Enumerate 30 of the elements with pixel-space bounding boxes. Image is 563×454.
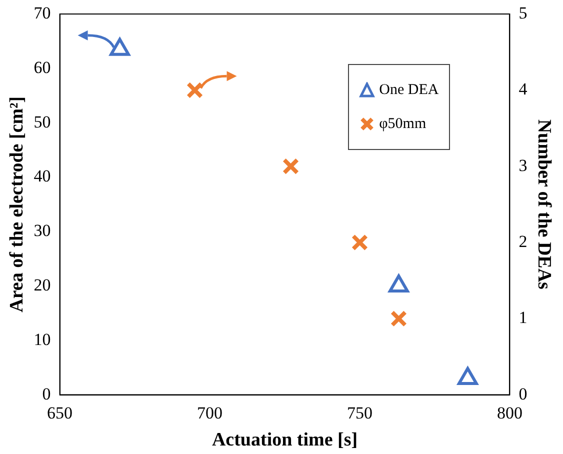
y-tick-label: 60 bbox=[34, 58, 51, 77]
x-tick-label: 750 bbox=[346, 403, 372, 422]
y2-tick-label: 5 bbox=[518, 3, 528, 22]
y-tick-label: 50 bbox=[34, 112, 51, 132]
x-tick-label: 700 bbox=[197, 403, 223, 422]
point bbox=[351, 234, 368, 251]
point bbox=[282, 158, 300, 175]
legend-label: φ50mm bbox=[379, 115, 426, 134]
y2-tick-label: 1 bbox=[518, 308, 528, 328]
y2-axis-title: Number of the DEAs bbox=[534, 119, 555, 290]
y2-tick-label: 2 bbox=[518, 232, 528, 251]
point bbox=[390, 310, 408, 328]
x-tick-label: 800 bbox=[496, 403, 522, 422]
y-tick-label: 30 bbox=[34, 221, 51, 240]
x-axis-title: Actuation time [s] bbox=[212, 430, 358, 451]
legend-label: One DEA bbox=[379, 81, 439, 100]
y-tick-label: 20 bbox=[34, 275, 51, 294]
point bbox=[388, 274, 409, 292]
y-tick-label: 70 bbox=[34, 3, 51, 22]
y2-tick-label: 0 bbox=[518, 384, 528, 404]
y-tick-label: 40 bbox=[34, 166, 51, 186]
y-tick-label: 10 bbox=[34, 330, 51, 349]
point bbox=[458, 366, 478, 385]
y2-tick-label: 4 bbox=[518, 80, 528, 99]
x-tick-label: 650 bbox=[47, 403, 73, 422]
point bbox=[110, 38, 130, 56]
y2-tick-label: 3 bbox=[518, 156, 528, 175]
y-tick-label: 0 bbox=[42, 384, 51, 404]
point bbox=[186, 82, 204, 99]
y-axis-title: Area of the electrode [cm²] bbox=[6, 96, 28, 312]
